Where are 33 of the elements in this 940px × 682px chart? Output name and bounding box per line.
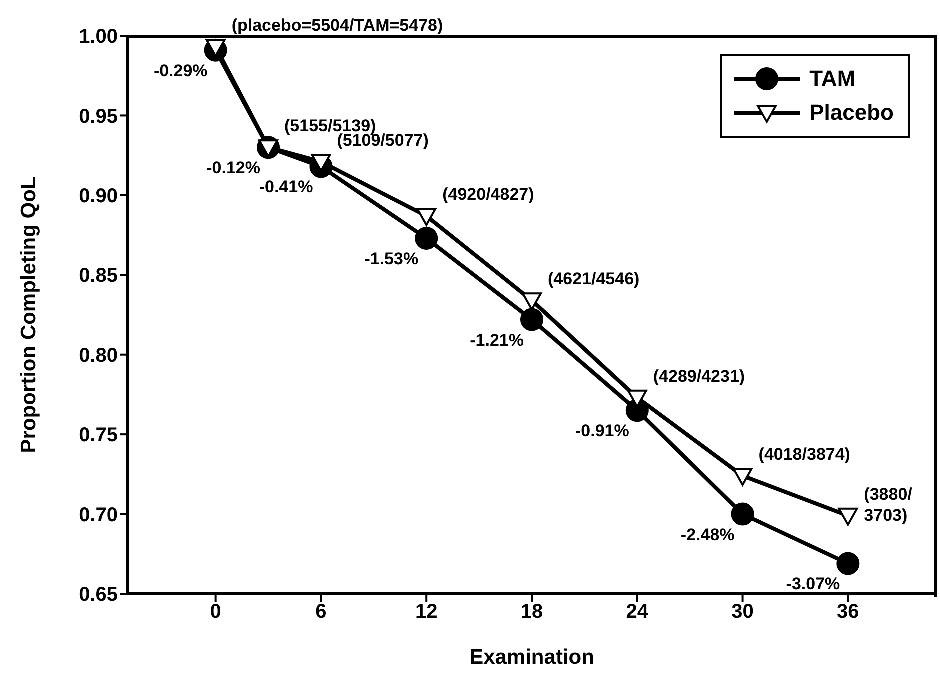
annotation: -3.07%: [786, 574, 840, 594]
x-tick-label: 6: [316, 601, 327, 624]
annotation: (placebo=5504/TAM=5478): [232, 16, 444, 36]
annotation: -0.12%: [206, 158, 261, 178]
annotation: (4621/4546): [548, 270, 640, 289]
y-tick-label: 0.90: [79, 186, 118, 208]
x-tick-label: 36: [837, 601, 860, 624]
legend-label: TAM: [810, 66, 856, 92]
y-tick-label: 0.95: [79, 106, 118, 128]
x-tick-label: 12: [415, 601, 438, 624]
annotation: (4920/4827): [442, 185, 534, 204]
annotation: -1.53%: [364, 249, 419, 268]
annotation: (4018/3874): [758, 445, 850, 464]
legend-label: Placebo: [810, 100, 894, 126]
y-tick-label: 0.80: [79, 344, 118, 367]
y-axis-title: Proportion Completing QoL: [17, 176, 40, 454]
annotation: -2.48%: [680, 525, 735, 544]
annotation: -1.21%: [470, 330, 524, 350]
y-tick-label: 1.00: [79, 26, 118, 48]
x-tick-label: 0: [210, 601, 222, 624]
annotation: (3880/ 3703): [864, 484, 913, 525]
annotation: (4289/4231): [653, 366, 746, 386]
annotation: -0.91%: [576, 422, 630, 441]
x-tick-label: 30: [732, 601, 754, 624]
x-axis-title: Examination: [470, 646, 594, 669]
annotation: -0.41%: [259, 178, 314, 197]
x-tick-label: 24: [626, 601, 650, 624]
annotation: -0.29%: [154, 61, 208, 80]
y-tick-label: 0.75: [79, 424, 118, 447]
y-tick-label: 0.65: [79, 584, 118, 606]
y-tick-label: 0.70: [79, 504, 118, 526]
x-tick-label: 18: [520, 601, 544, 624]
y-tick-label: 0.85: [79, 265, 118, 288]
